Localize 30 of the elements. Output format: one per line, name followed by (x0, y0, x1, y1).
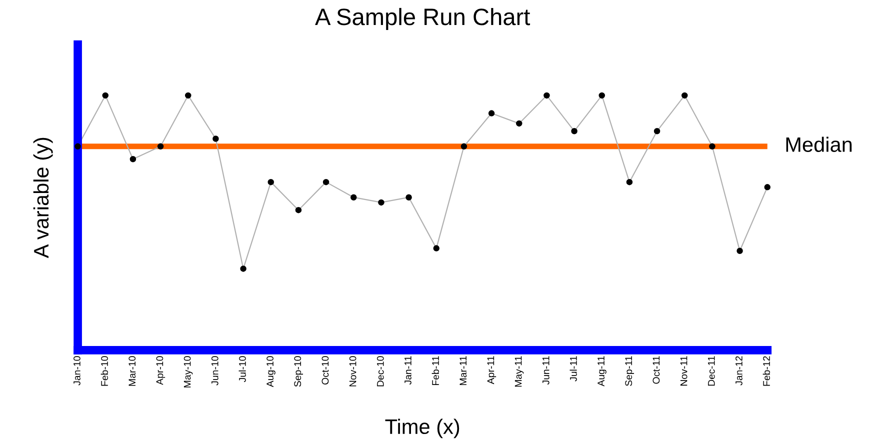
x-tick-label: Apr-11 (487, 356, 496, 384)
ref-line-label: Median (786, 136, 852, 152)
chart-title: A Sample Run Chart (315, 8, 530, 30)
x-tick-label: Jan-11 (404, 356, 412, 385)
x-tick-label: Oct-10 (322, 356, 329, 384)
x-tick-label: Sep-10 (294, 356, 303, 387)
x-tick-label: Apr-10 (156, 356, 166, 385)
y-axis-title: A variable (y) (33, 138, 53, 258)
x-tick-label: May-11 (514, 356, 524, 387)
x-tick-label: Feb-10 (100, 356, 108, 386)
x-axis-title: Time (x) (385, 418, 460, 438)
x-tick-label: Aug-11 (598, 356, 606, 386)
x-tick-label: Jan-12 (736, 356, 742, 386)
x-tick-label: Feb-12 (762, 356, 770, 386)
x-tick-label: Dec-11 (708, 356, 715, 386)
x-tick-label: Jul-11 (570, 356, 577, 382)
x-tick-label: Aug-10 (266, 356, 276, 388)
x-tick-label: Jul-10 (238, 356, 246, 382)
x-tick-label: Sep-11 (625, 356, 634, 386)
x-tick-label: Jun-11 (542, 356, 550, 385)
x-tick-label: Oct-11 (652, 356, 660, 384)
x-tick-label: Dec-10 (376, 356, 384, 386)
x-tick-label: Mar-10 (128, 356, 136, 386)
x-tick-label: Feb-11 (432, 356, 439, 386)
x-tick-label: Nov-11 (680, 356, 688, 386)
x-tick-label: Mar-11 (460, 356, 467, 386)
x-tick-label: Nov-10 (349, 356, 356, 386)
x-tick-label: Jun-10 (211, 356, 218, 386)
x-tick-label: Jan-10 (74, 356, 80, 386)
x-tick-label: May-10 (184, 356, 193, 388)
